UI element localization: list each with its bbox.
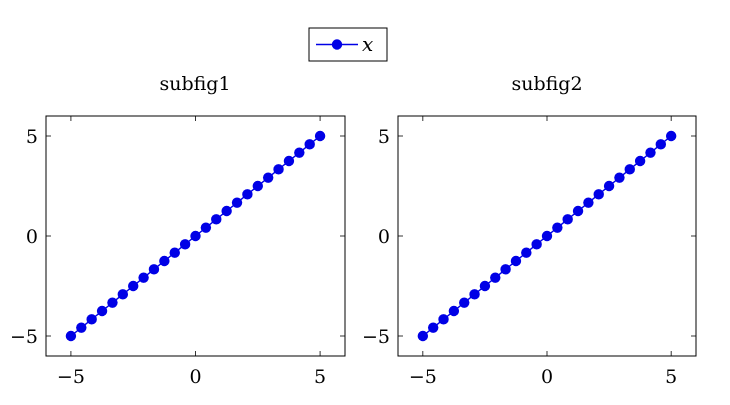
data-point (634, 155, 646, 167)
data-point (294, 147, 305, 158)
x-tick-label: 0 (541, 366, 553, 388)
data-point (562, 214, 573, 225)
x-tick-label: −5 (57, 366, 85, 388)
data-point (314, 130, 326, 142)
data-point (65, 330, 77, 342)
data-point (593, 189, 604, 200)
data-point (655, 139, 667, 150)
data-point (262, 172, 274, 183)
subplot-1: subfig1 −5 0 5 −5 0 5 (10, 73, 346, 388)
data-point (76, 322, 87, 333)
data-point (159, 255, 170, 267)
y-tick-label: 0 (378, 226, 390, 248)
y-tick-label: −5 (10, 326, 38, 348)
data-point (438, 314, 449, 325)
data-point (521, 247, 532, 258)
data-point (169, 247, 180, 258)
data-point (211, 214, 222, 225)
data-point (490, 272, 501, 283)
data-point (148, 264, 160, 275)
data-point (448, 305, 460, 317)
data-point (200, 222, 212, 233)
data-point (469, 289, 480, 300)
subplot-2-title: subfig2 (511, 73, 582, 95)
data-point (417, 330, 429, 342)
data-point (510, 255, 522, 267)
data-point (583, 197, 594, 208)
y-tick-label: 0 (26, 226, 38, 248)
data-point (500, 264, 511, 275)
data-point (117, 289, 129, 300)
x-tick-label: −5 (409, 366, 437, 388)
data-point (459, 297, 470, 308)
data-point (138, 272, 149, 283)
data-point (572, 205, 584, 217)
data-point (179, 239, 191, 250)
data-point (273, 164, 284, 175)
data-point (531, 239, 542, 250)
subplot-2: subfig2 −5 0 5 −5 0 5 (362, 73, 697, 388)
data-point (624, 164, 635, 175)
data-point (427, 322, 439, 333)
data-point (283, 155, 295, 167)
data-point (231, 197, 243, 208)
data-point (86, 314, 97, 325)
y-tick-label: 5 (378, 126, 390, 148)
data-point (541, 230, 553, 242)
legend: x (308, 27, 388, 62)
data-point (479, 280, 491, 292)
data-point (242, 189, 253, 200)
data-point (665, 130, 677, 142)
data-point (603, 180, 615, 192)
subplot-1-y-tick-labels: −5 0 5 (10, 126, 38, 348)
data-point (128, 280, 139, 292)
data-point (645, 147, 656, 158)
subplot-1-title: subfig1 (159, 73, 230, 95)
subplot-2-x-tick-labels: −5 0 5 (409, 366, 677, 388)
data-point (96, 305, 108, 317)
data-point (552, 222, 563, 233)
data-point (221, 205, 232, 217)
subplot-1-series (65, 130, 326, 342)
legend-entry-label: x (362, 32, 373, 56)
y-tick-label: −5 (362, 326, 390, 348)
data-point (190, 230, 201, 242)
x-tick-label: 5 (314, 366, 326, 388)
y-tick-label: 5 (26, 126, 38, 148)
x-tick-label: 0 (189, 366, 201, 388)
subplot-1-x-tick-labels: −5 0 5 (57, 366, 326, 388)
subplot-2-series (417, 130, 677, 342)
subplot-1-ticks (46, 116, 345, 356)
subplot-2-ticks (398, 116, 696, 356)
data-point (614, 172, 625, 183)
data-point (304, 139, 315, 150)
data-point (252, 180, 263, 192)
legend-marker-sample (331, 39, 343, 50)
x-tick-label: 5 (665, 366, 677, 388)
subplot-2-y-tick-labels: −5 0 5 (362, 126, 390, 348)
data-point (107, 297, 118, 308)
